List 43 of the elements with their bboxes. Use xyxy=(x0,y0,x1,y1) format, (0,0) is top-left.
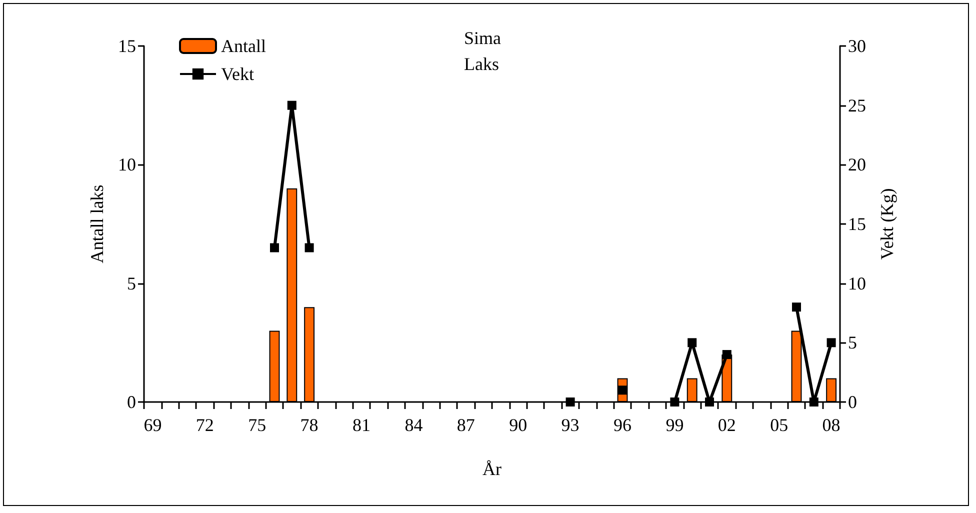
x-tick-label: 93 xyxy=(561,415,580,435)
x-tick-label: 96 xyxy=(614,415,632,435)
x-tick-label: 05 xyxy=(770,415,788,435)
point xyxy=(670,398,680,406)
y2-tick-label: 30 xyxy=(848,36,866,56)
x-tick-label: 02 xyxy=(718,415,736,435)
y2-axis-title: Vekt (Kg) xyxy=(877,188,897,260)
point xyxy=(688,338,697,348)
x-tick-label: 72 xyxy=(196,415,214,435)
chart-title: Sima xyxy=(464,28,502,48)
point xyxy=(792,302,801,312)
x-tick-label: 84 xyxy=(404,415,423,435)
point xyxy=(722,350,732,360)
x-tick-label: 08 xyxy=(822,415,840,435)
y-tick-label: 5 xyxy=(127,273,136,294)
legend-label: Antall xyxy=(221,36,266,56)
x-axis-title: År xyxy=(482,459,502,479)
y-tick-label: 0 xyxy=(127,392,136,412)
point xyxy=(705,398,714,406)
x-tick-label: 90 xyxy=(509,415,528,435)
y-tick-label: 10 xyxy=(118,154,136,175)
y2-tick-label: 5 xyxy=(848,332,857,353)
x-tick-label: 78 xyxy=(300,415,318,435)
legend-label: Vekt xyxy=(221,64,254,84)
y2-tick-label: 10 xyxy=(848,273,866,294)
y-axis-title: Antall laks xyxy=(87,184,107,264)
point xyxy=(287,100,296,110)
point xyxy=(270,243,279,252)
point xyxy=(566,398,575,406)
x-tick-label: 99 xyxy=(666,415,684,435)
chart-subtitle: Laks xyxy=(464,54,499,74)
x-tick-label: 81 xyxy=(352,415,370,435)
x-tick-label: 87 xyxy=(456,415,475,435)
x-tick-label: 69 xyxy=(144,415,162,435)
point xyxy=(809,398,818,406)
x-tick-label: 75 xyxy=(248,415,266,435)
y2-tick-label: 20 xyxy=(848,154,866,175)
y2-tick-label: 0 xyxy=(848,392,857,412)
y-tick-label: 15 xyxy=(118,36,136,56)
y2-tick-label: 25 xyxy=(848,95,866,116)
point xyxy=(304,243,314,252)
y2-tick-label: 15 xyxy=(848,214,866,234)
point xyxy=(826,338,836,348)
